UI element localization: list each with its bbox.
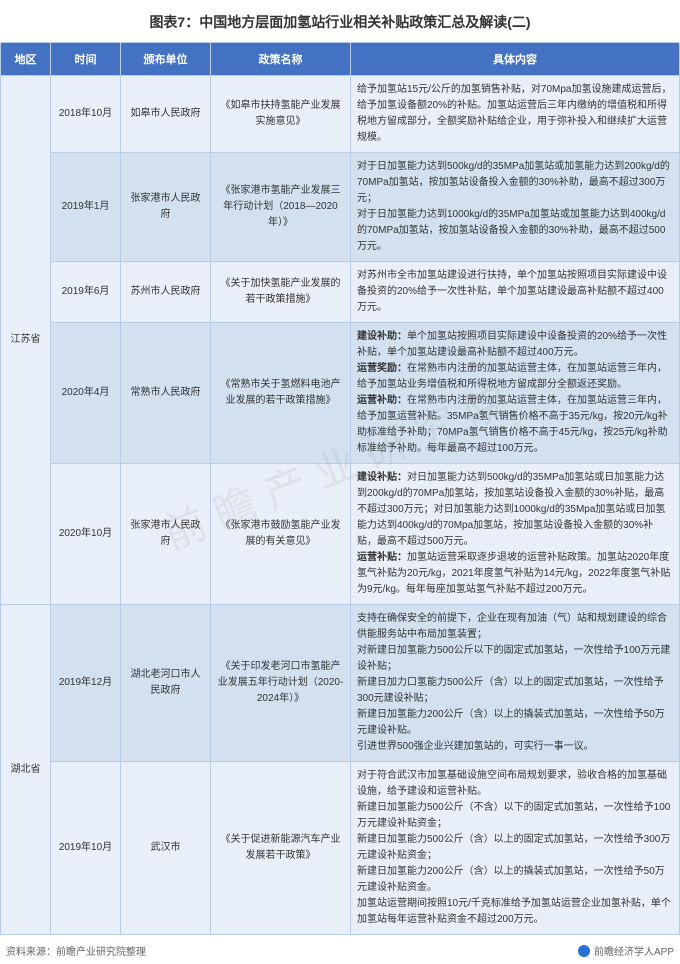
cell-time: 2019年1月 (51, 153, 121, 262)
cell-issuer: 常熟市人民政府 (121, 323, 211, 464)
cell-policy: 《关于印发老河口市氢能产业发展五年行动计划（2020-2024年）》 (211, 605, 351, 762)
footer: 资料来源：前瞻产业研究院整理 前瞻经济学人APP (0, 935, 680, 964)
cell-policy: 《常熟市关于氢燃料电池产业发展的若干政策措施》 (211, 323, 351, 464)
cell-content: 对于符合武汉市加氢基础设施空间布局规划要求，验收合格的加氢基础设施，给予建设和运… (351, 762, 680, 935)
cell-content: 建设补助：单个加氢站按照项目实际建设中设备投资的20%给予一次性补贴，单个加氢站… (351, 323, 680, 464)
cell-region: 湖北省 (1, 605, 51, 935)
table-row: 2019年6月苏州市人民政府《关于加快氢能产业发展的若干政策措施》对苏州市全市加… (1, 262, 680, 323)
cell-time: 2018年10月 (51, 76, 121, 153)
table-row: 2019年1月张家港市人民政府《张家港市氢能产业发展三年行动计划（2018—20… (1, 153, 680, 262)
footer-source: 资料来源：前瞻产业研究院整理 (6, 943, 146, 958)
app-logo-icon (578, 945, 590, 957)
cell-time: 2019年10月 (51, 762, 121, 935)
cell-issuer: 张家港市人民政府 (121, 464, 211, 605)
cell-content: 对于日加氢能力达到500kg/d的35MPa加氢站或加氢能力达到200kg/d的… (351, 153, 680, 262)
policy-table: 地区 时间 颁布单位 政策名称 具体内容 江苏省2018年10月如皋市人民政府《… (0, 42, 680, 935)
table-row: 2020年4月常熟市人民政府《常熟市关于氢燃料电池产业发展的若干政策措施》建设补… (1, 323, 680, 464)
cell-policy: 《如皋市扶持氢能产业发展实施意见》 (211, 76, 351, 153)
cell-policy: 《关于加快氢能产业发展的若干政策措施》 (211, 262, 351, 323)
table-row: 2019年10月武汉市《关于促进新能源汽车产业发展若干政策》对于符合武汉市加氢基… (1, 762, 680, 935)
cell-content: 建设补贴：对日加氢能力达到500kg/d的35MPa加氢站或日加氢能力达到200… (351, 464, 680, 605)
cell-region: 江苏省 (1, 76, 51, 605)
cell-time: 2019年12月 (51, 605, 121, 762)
cell-issuer: 武汉市 (121, 762, 211, 935)
col-content: 具体内容 (351, 43, 680, 76)
footer-app: 前瞻经济学人APP (578, 943, 674, 958)
table-row: 2020年10月张家港市人民政府《张家港市鼓励氢能产业发展的有关意见》建设补贴：… (1, 464, 680, 605)
col-issuer: 颁布单位 (121, 43, 211, 76)
footer-app-text: 前瞻经济学人APP (594, 943, 674, 958)
cell-policy: 《关于促进新能源汽车产业发展若干政策》 (211, 762, 351, 935)
cell-time: 2019年6月 (51, 262, 121, 323)
cell-issuer: 如皋市人民政府 (121, 76, 211, 153)
cell-issuer: 苏州市人民政府 (121, 262, 211, 323)
col-policy: 政策名称 (211, 43, 351, 76)
cell-content: 支持在确保安全的前提下，企业在现有加油（气）站和规划建设的综合供能服务站中布局加… (351, 605, 680, 762)
cell-issuer: 湖北老河口市人民政府 (121, 605, 211, 762)
col-region: 地区 (1, 43, 51, 76)
table-row: 湖北省2019年12月湖北老河口市人民政府《关于印发老河口市氢能产业发展五年行动… (1, 605, 680, 762)
cell-time: 2020年10月 (51, 464, 121, 605)
cell-policy: 《张家港市鼓励氢能产业发展的有关意见》 (211, 464, 351, 605)
chart-title: 图表7：中国地方层面加氢站行业相关补贴政策汇总及解读(二) (0, 0, 680, 42)
table-header-row: 地区 时间 颁布单位 政策名称 具体内容 (1, 43, 680, 76)
table-row: 江苏省2018年10月如皋市人民政府《如皋市扶持氢能产业发展实施意见》给予加氢站… (1, 76, 680, 153)
cell-policy: 《张家港市氢能产业发展三年行动计划（2018—2020年）》 (211, 153, 351, 262)
cell-time: 2020年4月 (51, 323, 121, 464)
cell-content: 给予加氢站15元/公斤的加氢销售补贴，对70Mpa加氢设施建成运营后，给予加氢设… (351, 76, 680, 153)
cell-issuer: 张家港市人民政府 (121, 153, 211, 262)
cell-content: 对苏州市全市加氢站建设进行扶持，单个加氢站按照项目实际建设中设备投资的20%给予… (351, 262, 680, 323)
col-time: 时间 (51, 43, 121, 76)
